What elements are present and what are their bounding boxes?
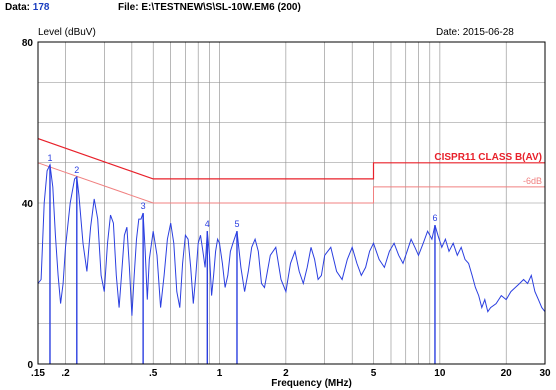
marker-label-2: 2 [74,165,79,175]
marker-labels: 1 2 3 4 5 6 [47,153,437,229]
x-tick-.5: .5 [149,368,158,379]
marker-label-4: 4 [205,219,210,229]
limit-line-1 [37,138,545,180]
date-header: Date: 2015-06-28 [436,27,514,38]
y-tick-0: 0 [27,360,33,371]
x-axis-label: Frequency (MHz) [271,378,352,389]
limit-line-2 [37,162,545,204]
marker-label-3: 3 [141,201,146,211]
marker-label-6: 6 [432,213,437,223]
marker-lines [49,164,436,364]
y-tick-labels: 0 40 80 [22,38,34,371]
date-label: Date: [436,27,460,38]
y-tick-40: 40 [22,199,34,210]
x-tick-.2: .2 [61,368,70,379]
x-tick-20: 20 [501,368,513,379]
x-tick-5: 5 [371,368,377,379]
plot-frame [37,41,546,365]
file-header: File: E:\TESTNEW\S\SL-10W.EM6 (200) [118,2,301,13]
x-tick-10: 10 [434,368,446,379]
limit-lines [37,138,545,204]
limit-labels: CISPR11 CLASS B(AV) -6dB [434,152,542,186]
x-tick-2: 2 [283,368,289,379]
date-value: 2015-06-28 [462,27,514,38]
data-number: 178 [32,2,50,13]
limit-label-2: -6dB [523,176,542,186]
limit-label-1: CISPR11 CLASS B(AV) [434,152,542,163]
marker-label-1: 1 [47,153,52,163]
series-layer [37,163,546,316]
x-tick-labels: .15 .2 .5 1 2 5 10 20 30 [31,368,551,379]
y-axis-label: Level (dBuV) [38,27,96,38]
spectrum-line-1 [37,163,546,316]
x-tick-.15: .15 [31,368,45,379]
x-tick-1: 1 [217,368,223,379]
data-header: Data: 178 [5,2,49,13]
marker-label-5: 5 [234,219,239,229]
y-tick-80: 80 [22,38,34,49]
file-label: File: [118,2,139,13]
data-label: Data: [5,2,31,13]
file-path: E:\TESTNEW\S\SL-10W.EM6 (200) [141,2,301,13]
x-tick-30: 30 [539,368,551,379]
